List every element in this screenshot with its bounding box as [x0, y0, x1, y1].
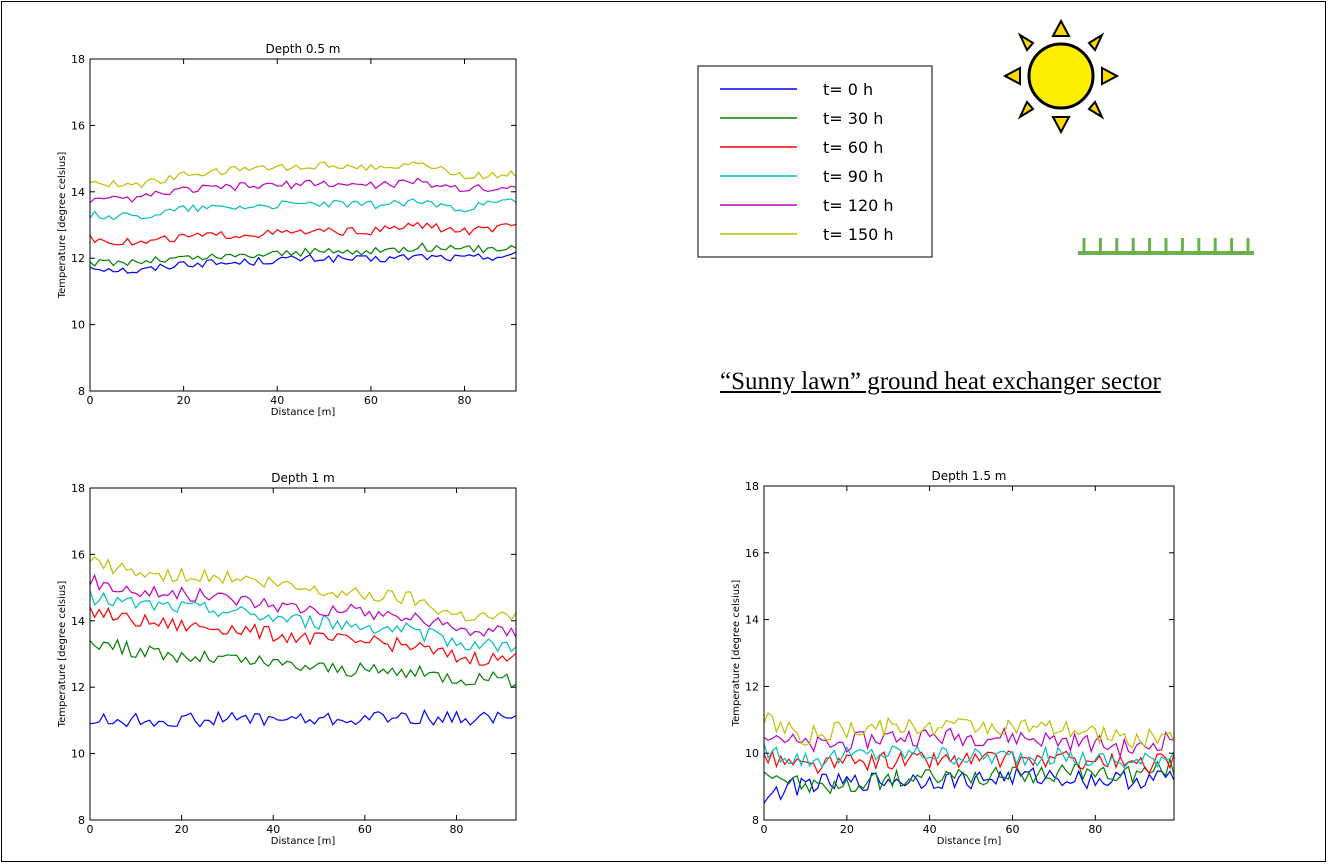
series-line-4 [89, 177, 517, 204]
series-line-0 [89, 251, 517, 274]
y-tick-label: 16 [745, 547, 759, 560]
y-tick-label: 10 [745, 747, 759, 760]
x-axis-label: Distance [m] [271, 836, 336, 847]
y-tick-label: 12 [745, 680, 759, 693]
y-tick-label: 14 [71, 615, 85, 628]
series-line-5 [89, 556, 517, 622]
series-line-4 [89, 573, 517, 638]
series-line-4 [763, 726, 1175, 759]
y-tick-label: 10 [71, 319, 85, 332]
y-axis-label: Temperature [degree celsius] [57, 581, 68, 729]
y-tick-label: 12 [71, 252, 85, 265]
chart-title: Depth 0.5 m [266, 42, 341, 56]
grass-icon [1078, 238, 1254, 255]
series-line-5 [89, 161, 517, 189]
legend-label-5: t= 150 h [823, 225, 894, 244]
x-tick-label: 20 [175, 823, 189, 836]
sun-icon [1002, 18, 1120, 135]
x-tick-label: 40 [266, 823, 280, 836]
legend-label-0: t= 0 h [823, 80, 873, 99]
x-tick-label: 0 [87, 394, 94, 407]
x-tick-label: 20 [840, 823, 854, 836]
series-line-1 [89, 242, 517, 267]
legend-label-4: t= 120 h [823, 196, 894, 215]
series-line-2 [89, 606, 517, 666]
axes-frame [763, 485, 1175, 821]
series-line-0 [89, 708, 517, 728]
legend-label-1: t= 30 h [823, 109, 883, 128]
x-tick-label: 60 [1005, 823, 1019, 836]
x-tick-label: 20 [177, 394, 191, 407]
axes-frame [89, 58, 517, 392]
legend: t= 0 h t= 30 h t= 60 h t= 90 h t= 120 h t= 15… [697, 65, 933, 258]
series-line-3 [763, 743, 1175, 769]
legend-label-2: t= 60 h [823, 138, 883, 157]
y-tick-label: 12 [71, 681, 85, 694]
series-line-1 [763, 758, 1175, 795]
series-line-2 [763, 749, 1175, 775]
y-tick-label: 18 [71, 482, 85, 495]
legend-label-3: t= 90 h [823, 167, 883, 186]
x-tick-label: 0 [761, 823, 768, 836]
x-tick-label: 0 [87, 823, 94, 836]
chart-title: Depth 1.5 m [932, 469, 1007, 483]
y-tick-label: 14 [71, 186, 85, 199]
x-tick-label: 40 [923, 823, 937, 836]
series-line-2 [89, 221, 517, 246]
x-tick-label: 80 [458, 394, 472, 407]
x-tick-label: 60 [364, 394, 378, 407]
y-tick-label: 14 [745, 614, 759, 627]
y-tick-label: 8 [78, 385, 85, 398]
chart-2: 0 20 40 60 80 8 10 12 14 16 18 Depth 1.5 m Distance … [731, 469, 1175, 847]
x-tick-label: 60 [358, 823, 372, 836]
y-axis-label: Temperature [degree celsius] [57, 152, 68, 300]
y-tick-label: 16 [71, 119, 85, 132]
series-line-0 [763, 766, 1175, 804]
series-line-3 [89, 590, 517, 653]
chart-0: 0 20 40 60 80 8 10 12 14 16 18 Depth 0.5 m Distance … [57, 42, 517, 418]
x-tick-label: 80 [1088, 823, 1102, 836]
series-line-5 [763, 712, 1175, 749]
x-tick-label: 40 [270, 394, 284, 407]
x-tick-label: 80 [449, 823, 463, 836]
series-line-1 [89, 638, 517, 689]
series-line-3 [89, 198, 517, 221]
chart-1: 0 20 40 60 80 8 10 12 14 16 18 Depth 1 m Distance [m… [57, 471, 517, 847]
y-tick-label: 18 [745, 480, 759, 493]
y-tick-label: 18 [71, 53, 85, 66]
axes-frame [89, 487, 517, 821]
x-axis-label: Distance [m] [937, 836, 1002, 847]
y-tick-label: 8 [78, 814, 85, 827]
y-tick-label: 10 [71, 748, 85, 761]
y-axis-label: Temperature [degree celsius] [731, 580, 742, 728]
y-tick-label: 16 [71, 548, 85, 561]
y-tick-label: 8 [752, 814, 759, 827]
x-axis-label: Distance [m] [271, 407, 336, 418]
chart-title: Depth 1 m [271, 471, 335, 485]
sector-caption: “Sunny lawn” ground heat exchanger secto… [720, 368, 1161, 395]
